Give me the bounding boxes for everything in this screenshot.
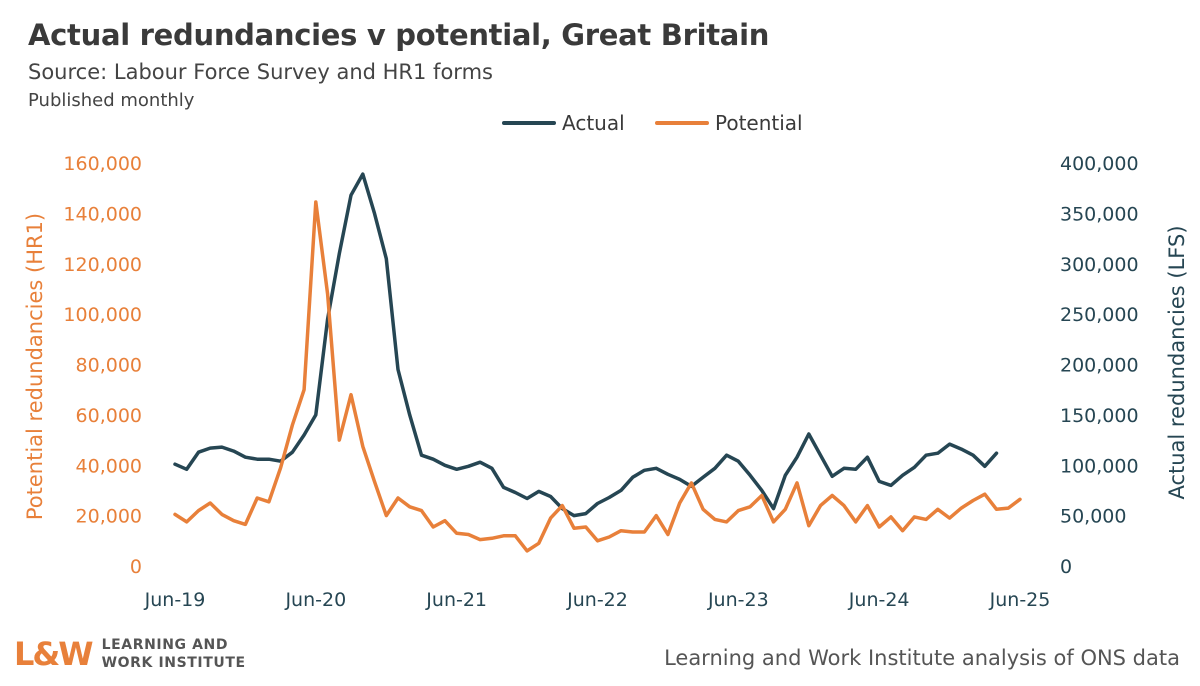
chart-title: Actual redundancies v potential, Great B… — [28, 18, 770, 52]
source-credit: Learning and Work Institute analysis of … — [664, 646, 1180, 670]
left-axis-tick-label: 40,000 — [76, 455, 142, 477]
right-axis-tick-label: 300,000 — [1060, 254, 1139, 276]
series-line-potential — [173, 200, 1022, 553]
x-axis-tick-label: Jun-22 — [566, 589, 628, 611]
logo-text-line1: LEARNING AND — [101, 637, 229, 653]
right-axis-tick-label: 400,000 — [1060, 153, 1139, 175]
left-axis-tick-label: 0 — [130, 556, 142, 578]
left-axis-tick-label: 120,000 — [63, 254, 142, 276]
right-axis-tick-label: 100,000 — [1060, 455, 1139, 477]
left-axis-tick-label: 160,000 — [63, 153, 142, 175]
right-axis-title: Actual redundancies (LFS) — [1165, 225, 1189, 499]
x-axis-tick-label: Jun-21 — [425, 589, 487, 611]
publication-frequency: Published monthly — [28, 90, 195, 111]
right-axis-tick-label: 250,000 — [1060, 304, 1139, 326]
left-axis-tick-label: 100,000 — [63, 304, 142, 326]
logo-mark: L&W — [14, 635, 94, 673]
x-axis-tick-label: Jun-24 — [848, 589, 910, 611]
series-line-actual — [173, 172, 999, 518]
chart-subtitle: Source: Labour Force Survey and HR1 form… — [28, 60, 493, 84]
x-axis-tick-label: Jun-19 — [144, 589, 206, 611]
left-axis-tick-label: 60,000 — [76, 405, 142, 427]
logo-text-line2: WORK INSTITUTE — [101, 655, 246, 671]
right-axis-tick-label: 200,000 — [1060, 355, 1139, 377]
right-axis-tick-label: 50,000 — [1060, 506, 1126, 528]
legend-label-potential: Potential — [715, 111, 803, 135]
x-axis-tick-label: Jun-23 — [707, 589, 769, 611]
left-axis-title: Potential redundancies (HR1) — [23, 213, 47, 520]
right-axis-tick-label: 0 — [1060, 556, 1072, 578]
logo-text: LEARNING AND WORK INSTITUTE — [102, 636, 246, 672]
left-axis-tick-label: 140,000 — [63, 203, 142, 225]
x-axis-tick-label: Jun-25 — [989, 589, 1051, 611]
left-axis-tick-label: 80,000 — [76, 355, 142, 377]
right-axis-tick-label: 350,000 — [1060, 203, 1139, 225]
lw-logo: L&W LEARNING AND WORK INSTITUTE — [14, 636, 246, 672]
legend-label-actual: Actual — [562, 111, 625, 135]
x-axis-tick-label: Jun-20 — [284, 589, 346, 611]
left-axis-tick-label: 20,000 — [76, 506, 142, 528]
right-axis-tick-label: 150,000 — [1060, 405, 1139, 427]
